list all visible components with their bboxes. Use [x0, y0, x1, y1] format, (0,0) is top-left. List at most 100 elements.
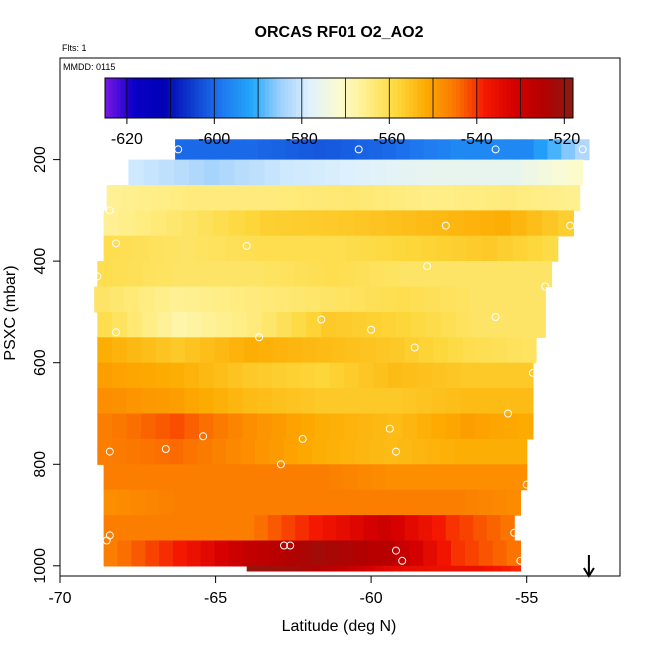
- heatmap-cell: [284, 540, 299, 567]
- heatmap-cell: [291, 210, 308, 237]
- heatmap-cell: [516, 185, 533, 211]
- heatmap-cell: [272, 464, 288, 491]
- heatmap-cell: [512, 438, 528, 465]
- heatmap-cell: [321, 311, 337, 338]
- heatmap-cell: [432, 210, 449, 237]
- colorbar-swatch: [436, 78, 441, 118]
- colorbar-swatch: [370, 78, 375, 118]
- heatmap-cell: [126, 388, 142, 415]
- heatmap-cell: [312, 438, 327, 465]
- heatmap-cell: [302, 337, 318, 364]
- heatmap-cell: [97, 413, 113, 440]
- heatmap-cell: [312, 540, 327, 567]
- heatmap-cell: [284, 489, 299, 516]
- heatmap-cell: [445, 388, 461, 415]
- heatmap-cell: [264, 565, 275, 572]
- colorbar-swatch: [229, 78, 235, 118]
- heatmap-cell: [482, 235, 498, 262]
- sample-point: [528, 368, 537, 377]
- heatmap-cell: [199, 388, 215, 415]
- heatmap-cell: [519, 139, 535, 161]
- colorbar-swatch: [222, 78, 227, 118]
- heatmap-cell: [339, 261, 356, 288]
- heatmap-cell: [506, 489, 521, 516]
- heatmap-cell: [369, 438, 385, 465]
- heatmap-cell: [244, 286, 261, 313]
- heatmap-cell: [126, 438, 141, 465]
- heatmap-cell: [213, 413, 229, 440]
- heatmap-cell: [231, 311, 248, 338]
- heatmap-cell: [338, 210, 355, 237]
- y-tick-label: 200: [32, 146, 49, 173]
- heatmap-cell: [289, 286, 306, 313]
- heatmap-cell: [315, 235, 332, 262]
- heatmap-cell: [469, 185, 486, 211]
- heatmap-cell: [285, 235, 301, 262]
- colorbar-tick-label: -520: [548, 131, 580, 148]
- heatmap-cell: [325, 159, 341, 186]
- heatmap-cell: [202, 139, 218, 161]
- colorbar-swatch: [303, 78, 309, 118]
- heatmap-cell: [503, 413, 519, 440]
- heatmap-cell: [339, 489, 355, 516]
- heatmap-cell: [183, 438, 199, 465]
- colorbar-swatch: [452, 78, 457, 118]
- heatmap-cell: [506, 261, 522, 288]
- colorbar-swatch: [362, 78, 367, 118]
- heatmap-cell: [337, 565, 348, 572]
- heatmap-cell: [503, 388, 519, 415]
- heatmap-cell: [172, 311, 188, 338]
- colorbar-swatch: [319, 78, 324, 118]
- heatmap-cell: [170, 337, 186, 364]
- heatmap-cell: [270, 235, 286, 262]
- heatmap-cell: [460, 362, 476, 389]
- colorbar-swatch: [350, 78, 356, 118]
- heatmap-cell: [456, 565, 467, 572]
- heatmap-cell: [228, 362, 244, 389]
- heatmap-cell: [356, 565, 366, 572]
- heatmap-cell: [300, 235, 317, 262]
- heatmap-cell: [447, 565, 458, 572]
- heatmap-cell: [431, 413, 447, 440]
- sample-point: [423, 262, 432, 271]
- heatmap-cell: [354, 261, 371, 288]
- heatmap-cell: [410, 286, 426, 313]
- heatmap-cell: [425, 286, 441, 313]
- heatmap-cell: [172, 515, 187, 542]
- heatmap-cell: [139, 286, 155, 313]
- colorbar-swatch: [393, 78, 398, 118]
- heatmap-cell: [502, 565, 512, 572]
- heatmap-cell: [173, 261, 189, 288]
- heatmap-cell: [169, 286, 185, 313]
- colorbar-swatch: [167, 78, 172, 118]
- sample-point: [516, 556, 525, 565]
- heatmap-cell: [311, 185, 328, 211]
- colorbar-swatch: [366, 78, 371, 118]
- heatmap-cell: [324, 261, 341, 288]
- heatmap-cell: [145, 489, 160, 516]
- heatmap-cell: [360, 337, 376, 364]
- heatmap-cell: [270, 540, 285, 567]
- colorbar-swatch: [276, 78, 281, 118]
- heatmap-cell: [413, 464, 429, 491]
- colorbar-swatch: [526, 78, 531, 118]
- heatmap-cell: [402, 413, 418, 440]
- heatmap-cell: [286, 388, 302, 415]
- heatmap-cell: [423, 139, 438, 161]
- heatmap-cell: [201, 185, 218, 211]
- heatmap-cell: [326, 139, 342, 161]
- heatmap-cell: [313, 139, 328, 161]
- heatmap-cell: [456, 464, 471, 491]
- heatmap-cell: [200, 489, 216, 516]
- colorbar: -620 -600 -580 -560 -540 -520: [104, 77, 580, 148]
- heatmap-cell: [188, 261, 204, 288]
- heatmap-cell: [173, 159, 190, 186]
- heatmap-cell: [385, 464, 401, 491]
- heatmap-cell: [421, 185, 439, 211]
- heatmap-cell: [263, 261, 280, 288]
- heatmap-cell: [465, 565, 476, 572]
- heatmap-cell: [492, 540, 508, 567]
- colorbar-swatch: [459, 78, 465, 118]
- heatmap-cell: [286, 362, 302, 389]
- sample-point: [112, 239, 120, 248]
